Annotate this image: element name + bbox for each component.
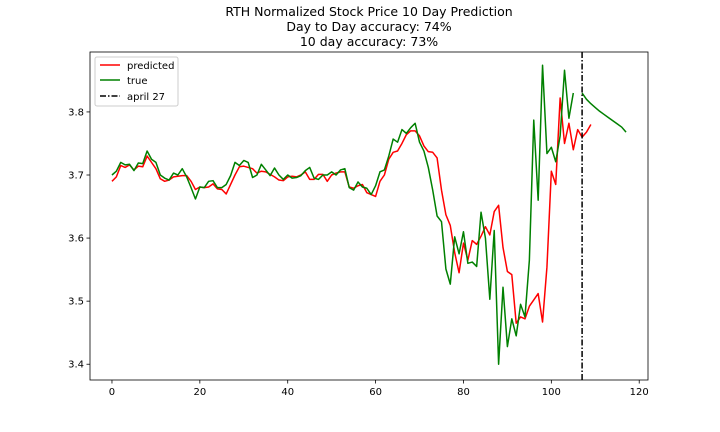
x-tick-label: 120 bbox=[630, 387, 649, 398]
legend-box bbox=[94, 56, 179, 107]
y-tick-label: 3.5 bbox=[68, 297, 84, 308]
chart-subtitle-line-2: 10 day accuracy: 73% bbox=[300, 34, 438, 49]
axes-frame bbox=[89, 51, 649, 381]
x-tick-label: 20 bbox=[193, 387, 206, 398]
series-line-true-1 bbox=[111, 64, 575, 365]
y-tick-label: 3.7 bbox=[68, 171, 84, 182]
legend-label-april-27: april 27 bbox=[127, 92, 165, 103]
legend-label-true: true bbox=[127, 76, 148, 87]
x-tick-label: 60 bbox=[369, 387, 382, 398]
chart-title: RTH Normalized Stock Price 10 Day Predic… bbox=[225, 4, 512, 19]
y-tick-label: 3.6 bbox=[68, 234, 84, 245]
legend-label-predicted: predicted bbox=[127, 61, 174, 72]
y-tick-label: 3.8 bbox=[68, 107, 84, 118]
series-line-predicted-0 bbox=[111, 97, 592, 324]
x-tick-label: 0 bbox=[109, 387, 115, 398]
y-tick-label: 3.4 bbox=[68, 360, 84, 371]
series-line-true-2 bbox=[581, 92, 627, 133]
plot-area bbox=[111, 52, 627, 380]
chart-subtitle-line-1: Day to Day accuracy: 74% bbox=[286, 19, 451, 34]
x-tick-label: 40 bbox=[281, 387, 294, 398]
x-tick-label: 80 bbox=[457, 387, 470, 398]
axes: 0 20 40 60 80 100 120 3.4 3.5 3.6 3.7 3.8 bbox=[68, 51, 649, 398]
x-tick-label: 100 bbox=[542, 387, 561, 398]
legend: predicted true april 27 bbox=[94, 56, 179, 107]
